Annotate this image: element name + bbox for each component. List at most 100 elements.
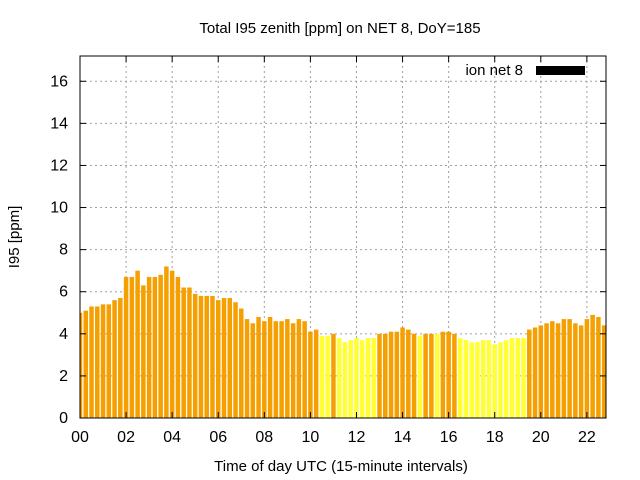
bar — [80, 312, 83, 418]
bar — [440, 331, 446, 418]
legend-label: ion net 8 — [465, 62, 523, 79]
bar — [515, 338, 521, 418]
bar — [573, 323, 578, 418]
bar — [354, 338, 359, 418]
bar — [129, 276, 135, 418]
bar — [256, 316, 261, 418]
bar — [267, 316, 273, 418]
chart-title: Total I95 zenith [ppm] on NET 8, DoY=185 — [199, 20, 480, 37]
bar — [590, 314, 595, 418]
bar — [521, 338, 526, 418]
bar — [578, 325, 584, 418]
bar — [365, 338, 371, 418]
bar — [342, 342, 348, 418]
x-tick-label: 12 — [348, 429, 366, 446]
bar — [296, 319, 302, 418]
bar — [319, 335, 325, 418]
y-tick-label: 16 — [50, 73, 68, 90]
x-tick-label: 04 — [163, 429, 181, 446]
x-tick-label: 18 — [486, 429, 504, 446]
bar — [331, 333, 336, 418]
bar — [106, 304, 112, 418]
x-tick-label: 20 — [532, 429, 550, 446]
y-tick-label: 4 — [59, 326, 68, 343]
bar — [198, 295, 204, 418]
bar — [411, 333, 417, 418]
bar — [359, 340, 365, 418]
bar — [285, 319, 290, 418]
bar — [262, 321, 267, 418]
y-tick-label: 14 — [50, 115, 68, 132]
bar — [152, 276, 158, 418]
bar — [302, 321, 307, 418]
x-tick-label: 08 — [255, 429, 273, 446]
y-tick-label: 2 — [59, 368, 68, 385]
y-axis-label: I95 [ppm] — [6, 206, 23, 269]
bar — [377, 333, 382, 418]
bar — [406, 329, 411, 418]
bar — [279, 321, 284, 418]
bar — [158, 274, 163, 418]
x-tick-label: 14 — [394, 429, 412, 446]
x-tick-label: 02 — [117, 429, 135, 446]
bar — [164, 266, 169, 418]
bar — [336, 338, 342, 418]
bar — [95, 306, 100, 418]
bar — [313, 329, 319, 418]
bar — [250, 323, 256, 418]
bar — [527, 329, 532, 418]
bar — [394, 331, 400, 418]
bar — [486, 340, 492, 418]
bar — [204, 295, 209, 418]
x-tick-label: 16 — [440, 429, 458, 446]
bar — [181, 287, 186, 418]
bar — [371, 338, 377, 418]
bar — [273, 321, 279, 418]
bar — [417, 335, 423, 418]
x-tick-labels: 00 02 04 06 08 10 12 14 16 18 20 22 — [71, 429, 596, 446]
bar — [233, 302, 238, 418]
bar — [175, 276, 181, 418]
bar — [429, 333, 434, 418]
bar — [135, 270, 140, 418]
bar — [239, 308, 244, 418]
bar — [544, 323, 549, 418]
bar — [584, 319, 590, 418]
y-tick-label: 12 — [50, 157, 68, 174]
bar — [503, 340, 509, 418]
bar — [325, 335, 330, 418]
x-tick-label: 06 — [209, 429, 227, 446]
plot-frame — [79, 55, 607, 419]
bar — [457, 338, 463, 418]
bar — [210, 295, 215, 418]
bar — [509, 338, 515, 418]
y-tick-label: 10 — [50, 200, 68, 217]
bar — [452, 333, 457, 418]
bar — [475, 342, 480, 418]
y-tick-label: 8 — [59, 242, 68, 259]
bar — [463, 340, 469, 418]
x-tick-label: 22 — [578, 429, 596, 446]
bar — [388, 331, 394, 418]
bar — [244, 319, 250, 418]
bar — [146, 276, 152, 418]
x-tick-label: 10 — [302, 429, 320, 446]
bar — [400, 327, 405, 418]
bar — [308, 331, 313, 418]
bar — [118, 298, 123, 418]
bar — [555, 323, 561, 418]
axis-ticks — [79, 56, 606, 419]
bar — [538, 325, 544, 418]
bar — [561, 319, 567, 418]
bar — [596, 316, 601, 418]
bar — [550, 321, 555, 418]
bar — [221, 298, 227, 418]
x-tick-label: 00 — [71, 429, 89, 446]
bar — [480, 340, 486, 418]
bar — [112, 300, 117, 418]
y-tick-labels: 0 2 4 6 8 10 12 14 16 — [50, 73, 68, 427]
bar — [434, 333, 440, 418]
legend: ion net 8 — [465, 62, 585, 79]
bar — [290, 323, 296, 418]
bar — [169, 270, 175, 418]
